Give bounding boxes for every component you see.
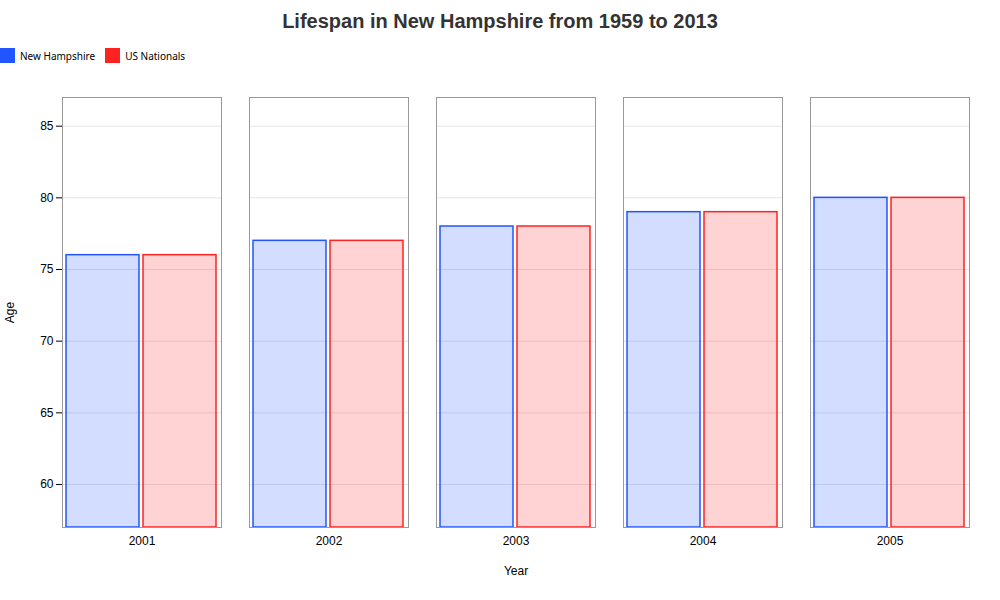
- html-text:Lifespan in New Hampshire from: Lifespan in New Hampshire from 1959 to 2…: [282, 10, 718, 32]
- svg-text:85: 85: [40, 119, 54, 133]
- svg-text:2002: 2002: [316, 534, 343, 548]
- svg-text:60: 60: [40, 477, 54, 491]
- svg-text:80: 80: [40, 191, 54, 205]
- svg-text:2004: 2004: [690, 534, 717, 548]
- svg-text:70: 70: [40, 334, 54, 348]
- html-text:New Hampshire: New Hampshire: [20, 48, 96, 63]
- svg-text:2003: 2003: [503, 534, 530, 548]
- svg-text:65: 65: [40, 406, 54, 420]
- html-text:US Nationals: US Nationals: [125, 48, 186, 63]
- svg-text:Year: Year: [504, 564, 528, 578]
- svg-text:Age: Age: [3, 302, 17, 324]
- svg-text:75: 75: [40, 262, 54, 276]
- svg-text:2001: 2001: [129, 534, 156, 548]
- svg-text:2005: 2005: [877, 534, 904, 548]
